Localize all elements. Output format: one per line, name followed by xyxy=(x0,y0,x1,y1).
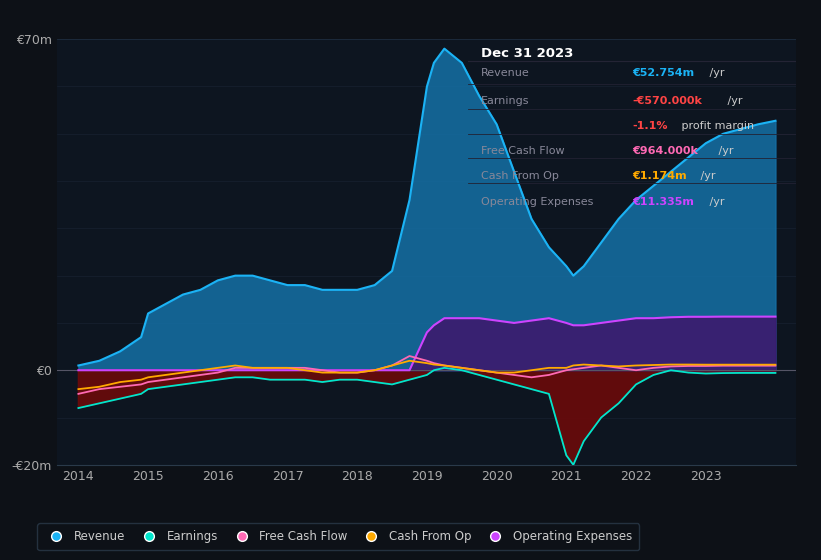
Text: /yr: /yr xyxy=(696,171,715,181)
Text: /yr: /yr xyxy=(706,68,724,78)
Text: /yr: /yr xyxy=(715,146,733,156)
Text: Operating Expenses: Operating Expenses xyxy=(481,197,594,207)
Text: €1.174m: €1.174m xyxy=(632,171,687,181)
Text: /yr: /yr xyxy=(724,96,743,106)
Text: €52.754m: €52.754m xyxy=(632,68,695,78)
Text: Dec 31 2023: Dec 31 2023 xyxy=(481,47,574,60)
Legend: Revenue, Earnings, Free Cash Flow, Cash From Op, Operating Expenses: Revenue, Earnings, Free Cash Flow, Cash … xyxy=(37,523,640,550)
Text: -€570.000k: -€570.000k xyxy=(632,96,702,106)
Text: -1.1%: -1.1% xyxy=(632,121,667,131)
Text: Revenue: Revenue xyxy=(481,68,530,78)
Text: €964.000k: €964.000k xyxy=(632,146,698,156)
Text: Earnings: Earnings xyxy=(481,96,530,106)
Text: profit margin: profit margin xyxy=(678,121,754,131)
Text: /yr: /yr xyxy=(706,197,724,207)
Text: €11.335m: €11.335m xyxy=(632,197,694,207)
Text: Free Cash Flow: Free Cash Flow xyxy=(481,146,565,156)
Text: Cash From Op: Cash From Op xyxy=(481,171,559,181)
